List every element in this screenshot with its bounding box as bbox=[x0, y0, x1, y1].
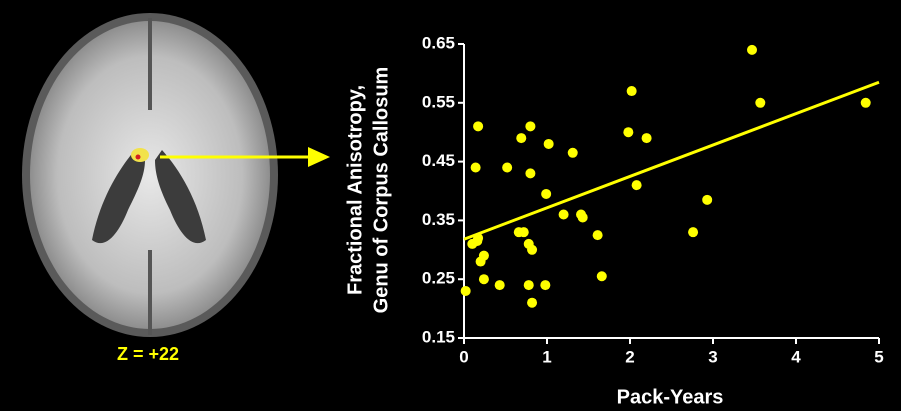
y-tick-label: 0.35 bbox=[422, 210, 455, 229]
point bbox=[519, 227, 529, 237]
point bbox=[578, 212, 588, 222]
x-tick-label: 0 bbox=[459, 347, 468, 366]
point bbox=[479, 274, 489, 284]
point bbox=[471, 162, 481, 172]
y-tick-label: 0.45 bbox=[422, 151, 455, 170]
y-tick-label: 0.55 bbox=[422, 92, 455, 111]
y-tick-label: 0.25 bbox=[422, 269, 455, 288]
point bbox=[525, 121, 535, 131]
point bbox=[502, 162, 512, 172]
point bbox=[623, 127, 633, 137]
point bbox=[516, 133, 526, 143]
point bbox=[627, 86, 637, 96]
point bbox=[688, 227, 698, 237]
point bbox=[861, 98, 871, 108]
y-tick-label: 0.65 bbox=[422, 33, 455, 52]
regression-line bbox=[464, 82, 879, 239]
x-tick-label: 1 bbox=[542, 347, 551, 366]
point bbox=[461, 286, 471, 296]
point bbox=[593, 230, 603, 240]
x-tick-label: 3 bbox=[708, 347, 717, 366]
point bbox=[473, 121, 483, 131]
point bbox=[540, 280, 550, 290]
x-tick-label: 2 bbox=[625, 347, 634, 366]
point bbox=[527, 245, 537, 255]
x-tick-label: 5 bbox=[874, 347, 883, 366]
y-tick-label: 0.15 bbox=[422, 327, 455, 346]
y-axis-title: Fractional Anisotropy, bbox=[344, 85, 366, 295]
point bbox=[632, 180, 642, 190]
point bbox=[541, 189, 551, 199]
point bbox=[755, 98, 765, 108]
point bbox=[495, 280, 505, 290]
point bbox=[473, 233, 483, 243]
point bbox=[597, 271, 607, 281]
point bbox=[747, 45, 757, 55]
point bbox=[702, 195, 712, 205]
figure: Z = +22 Pack-Years Fractional Anisotropy… bbox=[0, 0, 901, 411]
point bbox=[544, 139, 554, 149]
point bbox=[525, 168, 535, 178]
slice-label: Z = +22 bbox=[117, 344, 179, 364]
x-axis-title: Pack-Years bbox=[617, 386, 724, 408]
point bbox=[642, 133, 652, 143]
y-axis-title: Genu of Corpus Callosum bbox=[370, 67, 392, 314]
point bbox=[559, 210, 569, 220]
point bbox=[568, 148, 578, 158]
point bbox=[524, 280, 534, 290]
brain-image bbox=[22, 13, 330, 337]
point bbox=[479, 251, 489, 261]
point bbox=[527, 298, 537, 308]
x-tick-label: 4 bbox=[791, 347, 801, 366]
